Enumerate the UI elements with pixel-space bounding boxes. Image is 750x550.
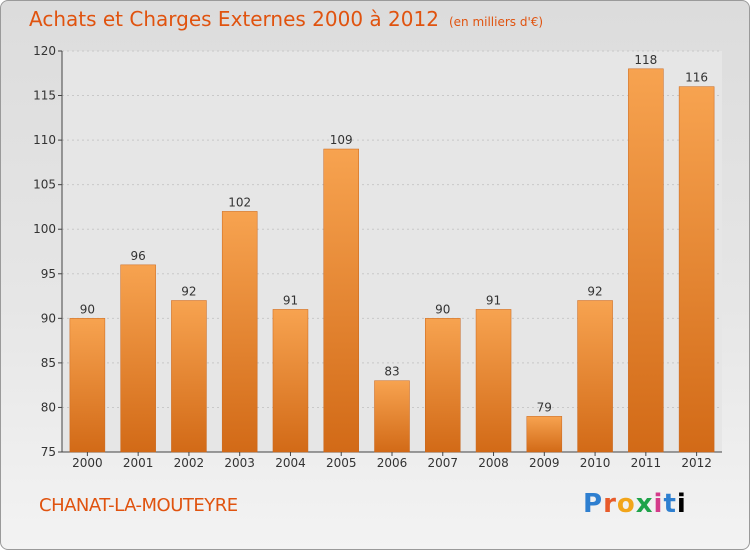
bar-value-label: 96 [131, 249, 146, 263]
bar [475, 309, 512, 453]
y-tick-label: 85 [41, 356, 56, 370]
bar-value-label: 79 [537, 400, 552, 414]
bar-value-label: 109 [330, 133, 353, 147]
x-tick-label: 2005 [326, 456, 357, 470]
bar-value-label: 90 [80, 302, 95, 316]
x-tick-label: 2009 [529, 456, 560, 470]
y-tick-label: 80 [41, 400, 56, 414]
place-name: CHANAT-LA-MOUTEYRE [39, 495, 238, 516]
y-tick-label: 110 [33, 133, 56, 147]
bar [628, 68, 664, 453]
y-tick-label: 100 [33, 222, 56, 236]
x-tick-label: 2003 [224, 456, 255, 470]
bar [323, 148, 359, 453]
x-tick-label: 2010 [580, 456, 611, 470]
bar-value-label: 91 [283, 293, 298, 307]
y-tick-label: 75 [41, 445, 56, 459]
proxiti-logo: Proxiti [583, 489, 687, 519]
bar [69, 318, 106, 453]
bar-value-label: 92 [587, 285, 602, 299]
bar-value-label: 83 [384, 365, 399, 379]
x-tick-label: 2008 [478, 456, 509, 470]
x-tick-label: 2001 [123, 456, 154, 470]
bar [526, 416, 563, 453]
chart-title: Achats et Charges Externes 2000 à 2012 (e… [29, 7, 543, 31]
y-tick-label: 90 [41, 311, 56, 325]
bar [120, 264, 156, 453]
x-tick-label: 2000 [72, 456, 103, 470]
bar-value-label: 92 [181, 285, 196, 299]
title-text: Achats et Charges Externes 2000 à 2012 [29, 7, 439, 31]
bar [678, 86, 715, 453]
y-tick-label: 120 [33, 44, 56, 58]
bar-value-label: 116 [685, 71, 708, 85]
bar-value-label: 91 [486, 293, 501, 307]
bar-value-label: 118 [634, 53, 657, 67]
x-tick-label: 2007 [427, 456, 458, 470]
bar-value-label: 90 [435, 302, 450, 316]
y-tick-label: 105 [33, 178, 56, 192]
bar [221, 211, 258, 453]
x-tick-label: 2002 [174, 456, 205, 470]
bar [425, 318, 461, 453]
x-tick-label: 2011 [631, 456, 662, 470]
bar [374, 380, 410, 453]
bar [171, 300, 207, 453]
chart-subtitle: (en milliers d'€) [448, 15, 544, 29]
x-tick-label: 2004 [275, 456, 306, 470]
bar [272, 309, 309, 453]
bar [577, 300, 613, 453]
x-tick-label: 2006 [377, 456, 408, 470]
y-tick-label: 95 [41, 267, 56, 281]
x-tick-label: 2012 [681, 456, 712, 470]
y-tick-label: 115 [33, 89, 56, 103]
bar-value-label: 102 [228, 195, 251, 209]
